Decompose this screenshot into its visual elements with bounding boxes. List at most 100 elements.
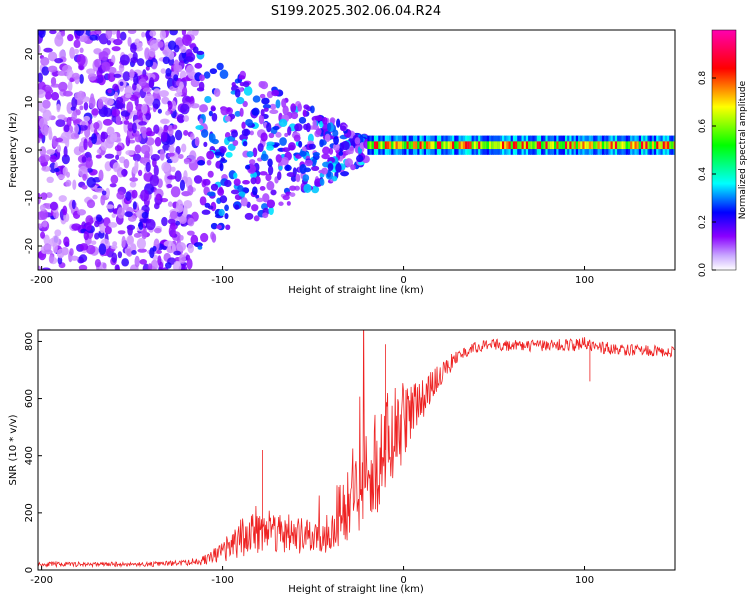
- spectrogram-cell: [491, 141, 495, 150]
- spectrogram-cell: [62, 90, 73, 97]
- spectrogram-cell: [315, 128, 322, 136]
- spectrogram-cell: [57, 70, 67, 76]
- x-tick-label: 0: [400, 275, 406, 286]
- spectrogram-cell: [145, 112, 151, 121]
- spectrogram-cell: [154, 136, 162, 147]
- spectrogram-cell: [67, 34, 74, 42]
- spectrogram-cell: [167, 101, 173, 110]
- spectrogram-cell: [95, 74, 104, 84]
- spectrogram-cell: [86, 177, 96, 188]
- spectrogram-cell: [131, 166, 139, 175]
- spectrogram-cell: [149, 47, 156, 58]
- spectrogram-cell: [547, 141, 551, 150]
- spectrogram-cell: [251, 204, 259, 212]
- spectrogram-cell: [73, 39, 81, 49]
- spectrogram-cell: [282, 147, 291, 153]
- spectrogram-cell: [421, 141, 425, 150]
- spectrogram-cell: [44, 249, 53, 255]
- spectrogram-cell: [575, 141, 579, 150]
- spectrogram-cell: [252, 147, 258, 158]
- spectrogram-cell: [38, 89, 46, 99]
- spectrogram-cell: [266, 122, 272, 133]
- spectrogram-cell: [71, 199, 76, 210]
- spectrogram-cell: [284, 132, 289, 137]
- spectrogram-cell: [259, 93, 266, 99]
- spectrogram-cell: [282, 194, 290, 201]
- spectrogram-cell: [251, 107, 260, 116]
- spectrogram-cell: [38, 44, 41, 54]
- spectrogram-cell: [322, 146, 331, 155]
- spectrogram-cell: [249, 159, 256, 165]
- spectrogram-cell: [111, 108, 121, 117]
- spectrogram-cell: [79, 47, 84, 53]
- spectrogram-cell: [199, 104, 209, 113]
- spectrogram-cell: [118, 63, 125, 73]
- spectrogram-cell: [289, 192, 296, 197]
- spectrogram-cell: [181, 77, 191, 82]
- spectrogram-cell: [105, 30, 113, 40]
- spectrogram-cell: [160, 68, 166, 74]
- spectrogram-cell: [278, 201, 284, 206]
- spectrogram-cell: [153, 88, 161, 94]
- spectrogram-cell: [638, 141, 642, 150]
- spectrogram-cell: [75, 30, 85, 37]
- spectrogram-cell: [484, 141, 488, 150]
- spectrogram-cell: [647, 141, 651, 150]
- spectrogram-cell: [203, 71, 211, 79]
- spectrogram-cell: [141, 103, 148, 115]
- spectrogram-cell: [512, 141, 516, 150]
- spectrogram-cell: [536, 141, 540, 150]
- spectrogram-cell: [144, 93, 155, 105]
- spectrogram-cell: [159, 30, 167, 41]
- spectrogram-cell: [244, 212, 254, 220]
- spectrogram-cell: [282, 105, 289, 116]
- spectrogram-cell: [41, 267, 51, 270]
- spectrogram-cell: [41, 66, 50, 76]
- spectrogram-cell: [241, 121, 246, 130]
- spectrogram-cell: [66, 116, 72, 127]
- spectrogram-cell: [178, 254, 186, 264]
- spectrogram-cell: [94, 220, 100, 228]
- spectrogram-cell: [127, 225, 133, 237]
- spectrogram-cell: [171, 124, 178, 130]
- spectrogram-cell: [194, 62, 203, 69]
- x-tick-label: 100: [575, 575, 594, 586]
- spectrogram-cell: [85, 221, 92, 231]
- spectrogram-cell: [354, 137, 361, 145]
- spectrogram-cell: [138, 221, 144, 230]
- spectrogram-cell: [211, 233, 217, 243]
- y-tick-label: 600: [24, 389, 35, 408]
- spectrogram-cell: [310, 105, 315, 114]
- spectrogram-cell: [87, 72, 97, 81]
- spectrogram-cell: [586, 141, 590, 150]
- spectrogram-cell: [86, 199, 96, 209]
- spectrogram-cell: [545, 141, 549, 150]
- spectrogram-cell: [101, 190, 107, 196]
- spectrogram-cell: [634, 141, 638, 150]
- spectrogram-cell: [91, 108, 99, 116]
- spectrogram-cell: [454, 141, 458, 150]
- snr-panel: -200 -100 0 100 0 200 400 600 800 Height of str…: [8, 329, 676, 595]
- spectrogram-cell: [206, 159, 212, 166]
- spectrogram-cell: [98, 243, 107, 255]
- spectrogram-cell: [619, 141, 623, 150]
- spectrogram-cell: [216, 224, 222, 230]
- spectrogram-cell: [73, 48, 80, 55]
- spectrogram-cell: [168, 225, 176, 238]
- spectrogram-cell: [147, 263, 153, 270]
- spectrogram-cell: [168, 145, 175, 153]
- spectrogram-cell: [136, 42, 143, 48]
- spectrogram-cell: [591, 141, 595, 150]
- spectrogram-cell: [673, 141, 675, 150]
- spectrogram-cell: [294, 123, 303, 132]
- spectrogram-cell: [86, 167, 93, 173]
- spectrogram-cell: [132, 153, 142, 162]
- spectrogram-cell: [86, 244, 96, 255]
- spectrogram-cell: [551, 141, 555, 150]
- spectrogram-cell: [293, 134, 301, 142]
- spectrogram-cell: [333, 136, 339, 145]
- spectrogram-cell: [658, 141, 662, 150]
- spectrogram-cell: [69, 248, 74, 256]
- spectrogram-cell: [71, 72, 81, 80]
